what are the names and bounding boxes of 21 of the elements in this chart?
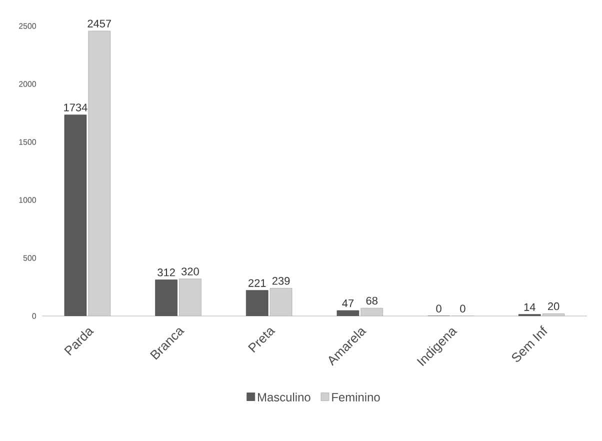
- data-label: 221: [248, 279, 266, 287]
- x-tick-label: Sem Inf: [512, 325, 548, 362]
- data-label: 0: [436, 304, 442, 312]
- bar: [270, 288, 292, 316]
- data-label: 14: [524, 303, 536, 311]
- data-label: 312: [158, 268, 175, 276]
- legend-label: Masculino: [258, 392, 310, 402]
- data-label: 1734: [64, 104, 88, 112]
- data-label: 0: [460, 304, 466, 312]
- data-label: 2457: [88, 20, 112, 28]
- bar: [88, 30, 111, 316]
- data-label: 68: [366, 296, 378, 305]
- bar: [246, 290, 268, 316]
- data-label: 20: [548, 302, 560, 310]
- bar: [179, 278, 202, 316]
- data-label: 47: [342, 299, 354, 308]
- legend-label: Feminino: [332, 392, 380, 402]
- data-label: 239: [272, 277, 290, 285]
- bar: [64, 114, 87, 316]
- bar: [155, 280, 178, 316]
- data-label: 320: [181, 268, 199, 276]
